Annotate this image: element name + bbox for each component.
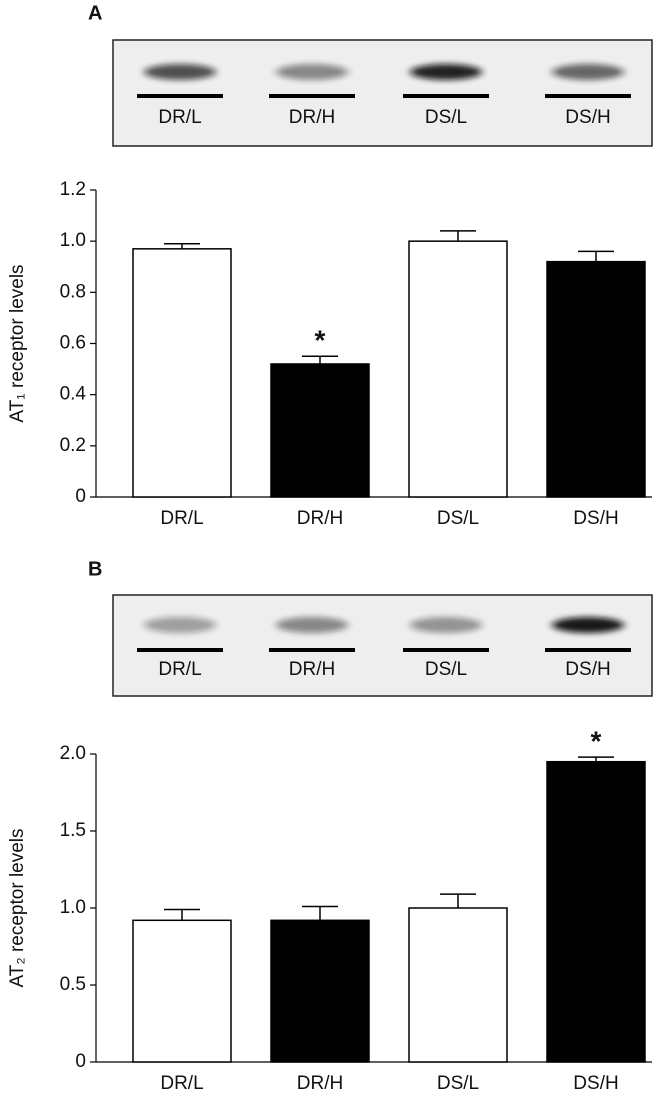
y-axis-label: AT₁ receptor levels	[7, 264, 28, 422]
y-tick-label: 1.2	[60, 179, 86, 200]
blot-line	[545, 94, 631, 98]
y-tick-label: 1.0	[60, 230, 86, 251]
y-tick-label: 1.5	[60, 820, 86, 841]
blot-line	[403, 94, 489, 98]
blot-line	[269, 648, 355, 652]
bar	[408, 907, 508, 1063]
bar	[270, 363, 370, 498]
bar	[132, 919, 232, 1063]
y-tick-label: 0.8	[60, 281, 86, 302]
blot-band	[144, 64, 216, 80]
y-axis-label: AT₂ receptor levels	[7, 828, 28, 987]
x-tick-label: DR/L	[160, 508, 203, 529]
y-tick-label: 0	[75, 486, 86, 507]
blot-line	[545, 648, 631, 652]
panel-label: B	[88, 558, 102, 580]
significance-mark: *	[591, 725, 602, 756]
y-tick-label: 0.5	[60, 974, 86, 995]
blot-band	[410, 64, 482, 80]
blot-box	[112, 39, 653, 147]
blot-band	[144, 617, 216, 633]
bar	[270, 919, 370, 1063]
blot-band	[276, 617, 348, 633]
bar	[132, 248, 232, 498]
y-tick-label: 0	[75, 1051, 86, 1072]
blot-label: DS/H	[565, 107, 610, 128]
bar	[546, 260, 646, 498]
x-tick-label: DS/H	[573, 1073, 618, 1094]
blot-label: DR/L	[158, 107, 201, 128]
x-tick-label: DS/H	[573, 508, 618, 529]
blot-label: DS/L	[425, 659, 467, 680]
x-tick-label: DR/H	[297, 508, 343, 529]
y-tick-label: 0.6	[60, 333, 86, 354]
bar	[408, 240, 508, 498]
blot-line	[137, 94, 223, 98]
x-tick-label: DR/H	[297, 1073, 343, 1094]
blot-band	[410, 617, 482, 633]
x-tick-label: DR/L	[160, 1073, 203, 1094]
blot-band	[552, 64, 624, 80]
blot-band	[276, 64, 348, 80]
blot-label: DS/H	[565, 659, 610, 680]
y-tick-label: 1.0	[60, 897, 86, 918]
panel-label: A	[88, 2, 102, 24]
blot-line	[269, 94, 355, 98]
y-tick-label: 0.4	[60, 384, 87, 405]
x-tick-label: DS/L	[437, 1073, 479, 1094]
blot-label: DR/L	[158, 659, 201, 680]
blot-label: DS/L	[425, 107, 467, 128]
blot-line	[403, 648, 489, 652]
blot-label: DR/H	[289, 107, 335, 128]
y-tick-label: 2.0	[60, 743, 86, 764]
blot-band	[552, 617, 624, 633]
x-tick-label: DS/L	[437, 508, 479, 529]
blot-box	[112, 594, 653, 697]
y-tick-label: 0.2	[60, 435, 86, 456]
blot-line	[137, 648, 223, 652]
significance-mark: *	[315, 325, 326, 356]
bar	[546, 760, 646, 1063]
blot-label: DR/H	[289, 659, 335, 680]
